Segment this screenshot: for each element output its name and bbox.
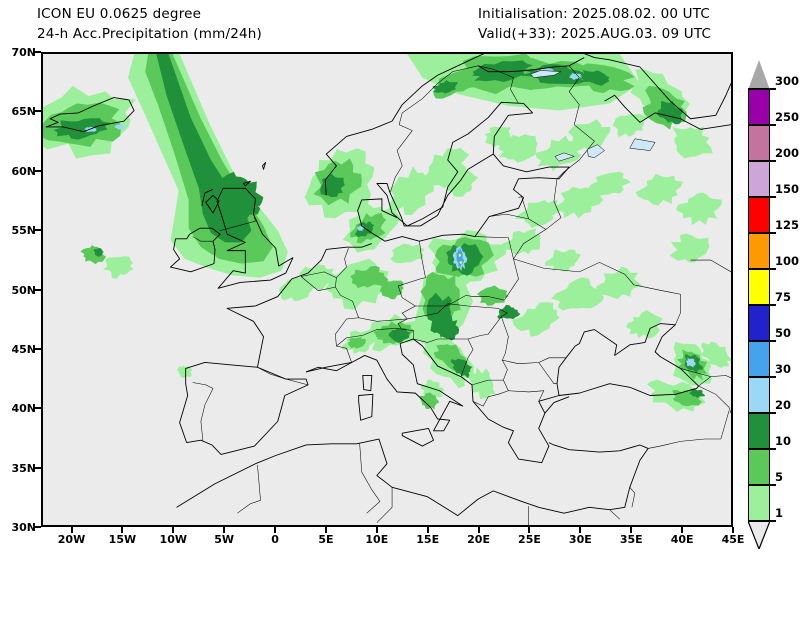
colorbar-band xyxy=(749,90,769,124)
lon-tick-label: 5W xyxy=(214,533,235,546)
lat-tick-mark xyxy=(34,110,41,113)
colorbar-tick-mark xyxy=(748,268,776,270)
colorbar: 1 5 10 20 30 50 75 100 125 150 200 250 300 xyxy=(746,52,800,549)
colorbar-tick-label: 300 xyxy=(775,74,800,88)
lat-tick-label: 50N xyxy=(11,283,36,297)
lon-tick-mark xyxy=(681,527,684,533)
lat-tick-label: 60N xyxy=(11,164,36,178)
lon-tick-mark xyxy=(121,527,124,533)
lon-tick-mark xyxy=(630,527,633,533)
lat-tick-label: 40N xyxy=(11,402,36,416)
colorbar-band xyxy=(749,340,769,376)
colorbar-band xyxy=(749,484,769,520)
colorbar-tick-label: 100 xyxy=(775,254,800,268)
lon-tick-label: 15E xyxy=(416,533,440,546)
colorbar-over-arrow xyxy=(748,60,770,90)
precipitation-map xyxy=(43,54,731,525)
lon-tick-label: 15W xyxy=(108,533,137,546)
colorbar-tick-label: 1 xyxy=(775,506,784,520)
lon-tick-label: 35E xyxy=(619,533,643,546)
colorbar-tick-mark xyxy=(748,160,776,162)
colorbar-band xyxy=(749,412,769,448)
colorbar-tick-mark xyxy=(748,412,776,414)
colorbar-band xyxy=(749,160,769,196)
colorbar-band xyxy=(749,304,769,340)
colorbar-band xyxy=(749,196,769,232)
lon-tick-label: 45E xyxy=(721,533,745,546)
lon-tick-label: 5E xyxy=(318,533,334,546)
lat-tick-mark xyxy=(34,526,41,528)
colorbar-tick-label: 200 xyxy=(775,146,800,160)
lon-tick-label: 25E xyxy=(518,533,541,546)
colorbar-tick-mark xyxy=(748,196,776,198)
colorbar-band xyxy=(749,268,769,304)
lon-tick-label: 10W xyxy=(159,533,187,546)
colorbar-band xyxy=(749,376,769,412)
colorbar-tick-mark xyxy=(748,124,776,126)
lon-tick-mark xyxy=(375,527,378,533)
lat-tick-mark xyxy=(34,51,41,53)
lon-tick-label: 40E xyxy=(670,533,694,546)
lon-tick-mark xyxy=(579,527,582,533)
lat-tick-label: 30N xyxy=(11,521,36,534)
lat-tick-label: 45N xyxy=(11,342,36,356)
lat-tick-mark xyxy=(34,407,41,410)
lon-tick-mark xyxy=(477,527,480,533)
lon-tick-mark xyxy=(426,527,429,533)
lon-tick-mark xyxy=(324,527,327,533)
colorbar-tick-label: 75 xyxy=(775,290,792,304)
colorbar-tick-label: 250 xyxy=(775,110,800,124)
colorbar-tick-mark xyxy=(748,448,776,450)
chart-header: ICON EU 0.0625 degree 24-h Acc.Precipita… xyxy=(0,0,800,48)
colorbar-tick-label: 20 xyxy=(775,398,792,412)
lon-tick-mark xyxy=(528,527,531,533)
colorbar-tick-label: 50 xyxy=(775,326,792,340)
map-panel[interactable] xyxy=(41,52,733,527)
lon-tick-mark xyxy=(274,527,277,533)
initialisation-time: Initialisation: 2025.08.02. 00 UTC xyxy=(478,6,711,22)
colorbar-under-arrow xyxy=(748,521,770,549)
colorbar-band xyxy=(749,448,769,484)
colorbar-tick-mark xyxy=(748,232,776,234)
colorbar-tick-label: 5 xyxy=(775,470,784,484)
lat-tick-mark xyxy=(34,347,41,350)
lon-tick-mark xyxy=(70,527,73,533)
lat-tick-mark xyxy=(34,466,41,469)
colorbar-tick-label: 10 xyxy=(775,434,792,448)
lat-tick-label: 35N xyxy=(11,461,36,475)
model-title: ICON EU 0.0625 degree xyxy=(37,6,202,22)
lat-tick-mark xyxy=(34,229,41,232)
lon-tick-mark xyxy=(223,527,226,533)
colorbar-tick-label: 150 xyxy=(775,182,800,196)
colorbar-band xyxy=(749,232,769,268)
lon-tick-mark xyxy=(732,527,734,533)
colorbar-tick-label: 30 xyxy=(775,362,792,376)
colorbar-tick-mark xyxy=(748,88,776,90)
lon-tick-label: 10E xyxy=(365,533,389,546)
lon-tick-mark xyxy=(172,527,175,533)
lat-tick-label: 55N xyxy=(11,224,36,238)
lat-tick-label: 70N xyxy=(11,46,36,59)
lon-tick-label: 20E xyxy=(467,533,490,546)
lon-tick-label: 0 xyxy=(271,533,279,546)
field-title: 24-h Acc.Precipitation (mm/24h) xyxy=(37,26,263,42)
colorbar-tick-label: 125 xyxy=(775,218,800,232)
colorbar-tick-mark xyxy=(748,484,776,486)
colorbar-tick-mark xyxy=(748,304,776,306)
valid-time: Valid(+33): 2025.AUG.03. 09 UTC xyxy=(478,26,712,42)
colorbar-tick-mark xyxy=(748,376,776,378)
lat-tick-mark xyxy=(34,169,41,172)
lon-tick-label: 20W xyxy=(57,533,86,546)
lat-tick-label: 65N xyxy=(11,105,36,119)
colorbar-band xyxy=(749,124,769,160)
colorbar-tick-mark xyxy=(748,520,776,522)
lat-tick-mark xyxy=(34,288,41,291)
lon-tick-label: 30E xyxy=(568,533,592,546)
colorbar-tick-mark xyxy=(748,340,776,342)
